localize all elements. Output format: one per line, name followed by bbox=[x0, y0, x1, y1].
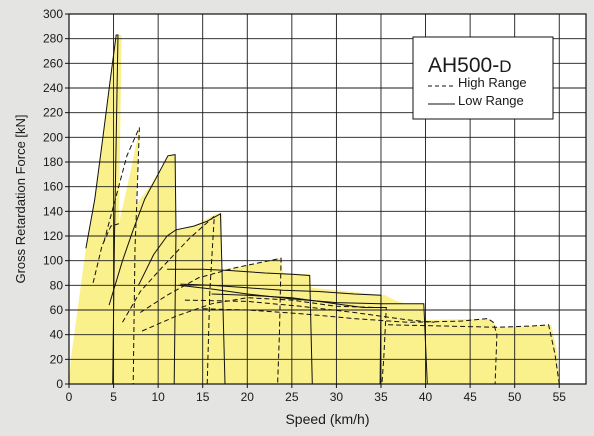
legend-title: AH500-D bbox=[428, 54, 511, 77]
x-tick-label: 25 bbox=[285, 390, 299, 404]
y-tick-label: 160 bbox=[43, 180, 63, 194]
y-axis: 0 20 40 60 80 100 120 140 160 180 200 220 240 260 280 3… bbox=[43, 7, 69, 391]
series-curve bbox=[140, 257, 282, 385]
y-tick-label: 80 bbox=[50, 278, 64, 292]
legend-label: Low Range bbox=[458, 93, 524, 108]
series-curve bbox=[211, 293, 387, 308]
x-tick-label: 0 bbox=[66, 390, 73, 404]
series-low-range bbox=[85, 34, 428, 385]
series-curve bbox=[180, 283, 382, 385]
y-axis-label: Gross Retardation Force [kN] bbox=[13, 114, 28, 283]
legend-label: High Range bbox=[458, 75, 527, 90]
y-tick-label: 240 bbox=[43, 81, 63, 95]
series-curve bbox=[108, 154, 177, 385]
y-tick-label: 180 bbox=[43, 155, 63, 169]
y-tick-label: 280 bbox=[43, 32, 63, 46]
plot-frame bbox=[68, 13, 587, 385]
legend-title-main: AH500- bbox=[428, 54, 499, 77]
x-tick-label: 10 bbox=[151, 390, 165, 404]
series-curve bbox=[202, 308, 498, 385]
y-tick-label: 100 bbox=[43, 254, 63, 268]
series-curve bbox=[388, 324, 560, 385]
series-curve bbox=[167, 268, 313, 385]
x-tick-label: 50 bbox=[508, 390, 522, 404]
x-tick-label: 5 bbox=[110, 390, 117, 404]
series-curve bbox=[141, 297, 387, 385]
y-tick-label: 140 bbox=[43, 204, 63, 218]
x-tick-label: 15 bbox=[196, 390, 210, 404]
y-tick-label: 0 bbox=[56, 377, 63, 391]
series-curve bbox=[92, 223, 120, 284]
y-tick-label: 220 bbox=[43, 106, 63, 120]
x-tick-label: 45 bbox=[463, 390, 477, 404]
series-curve bbox=[178, 284, 428, 385]
x-axis: 0 5 10 15 20 25 30 35 40 45 50 55 bbox=[66, 384, 567, 404]
y-tick-label: 20 bbox=[50, 352, 64, 366]
x-tick-label: 20 bbox=[241, 390, 255, 404]
x-tick-label: 40 bbox=[419, 390, 433, 404]
x-tick-label: 35 bbox=[374, 390, 388, 404]
y-tick-label: 260 bbox=[43, 56, 63, 70]
y-tick-label: 120 bbox=[43, 229, 63, 243]
x-axis-label: Speed (km/h) bbox=[285, 411, 369, 427]
series-curve bbox=[122, 215, 215, 385]
series-curve bbox=[184, 299, 435, 323]
series-curve bbox=[138, 212, 226, 385]
y-tick-label: 60 bbox=[50, 303, 64, 317]
y-tick-label: 300 bbox=[43, 7, 63, 21]
envelope-fill bbox=[69, 35, 560, 384]
legend-box bbox=[412, 36, 554, 120]
y-tick-label: 40 bbox=[50, 328, 64, 342]
y-tick-label: 200 bbox=[43, 130, 63, 144]
series-curve bbox=[85, 34, 119, 385]
x-tick-label: 55 bbox=[553, 390, 567, 404]
x-tick-label: 30 bbox=[330, 390, 344, 404]
legend-title-suffix: D bbox=[499, 57, 511, 76]
